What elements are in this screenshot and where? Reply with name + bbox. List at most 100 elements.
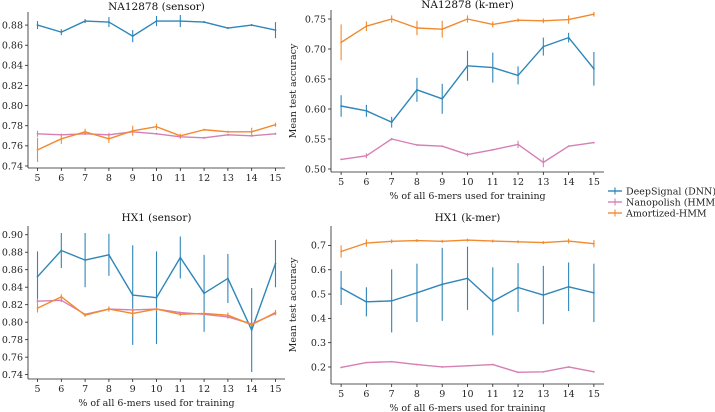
panel-1-series-nanopolish-hmm-point bbox=[226, 133, 229, 136]
panel-2-x-tick-label: 8 bbox=[414, 177, 420, 188]
panel-3-x-tick-label: 9 bbox=[130, 384, 136, 395]
panel-2-series-deepsignal-dnn-point bbox=[416, 88, 418, 91]
panel-1-y-tick-label: 0.76 bbox=[2, 141, 23, 152]
panel-4-series-deepsignal-dnn-point bbox=[592, 291, 595, 294]
panel-2-series-amortized-hmm-point bbox=[390, 18, 393, 20]
panel-1-y-tick-label: 0.74 bbox=[2, 161, 23, 172]
panel-2-x-tick-label: 13 bbox=[537, 177, 549, 188]
panel-3-x-tick-label: 13 bbox=[222, 384, 234, 395]
panel-3-series-amortized-hmm-point bbox=[108, 308, 110, 310]
panel-1-series-deepsignal-dnn-point bbox=[226, 27, 229, 30]
panel-3-series-amortized-hmm-point bbox=[36, 307, 39, 310]
panel-4-series-deepsignal-dnn-point bbox=[340, 287, 343, 289]
panel-1-x-tick-label: 14 bbox=[246, 173, 258, 184]
panel-4-x-tick-label: 8 bbox=[414, 389, 420, 400]
panel-2-y-tick-label: 0.75 bbox=[305, 14, 326, 25]
panel-1-series-amortized-hmm-point bbox=[155, 125, 158, 128]
panel-3-series-amortized-hmm-point bbox=[60, 295, 63, 298]
panel-4-series-nanopolish-hmm-point bbox=[365, 361, 368, 364]
panel-2-series-amortized-hmm-point bbox=[592, 13, 595, 16]
panel-3-y-tick-label: 0.84 bbox=[2, 283, 23, 294]
panel-4-series-nanopolish-hmm-point bbox=[390, 360, 393, 363]
panel-3-series-deepsignal-dnn-point bbox=[84, 259, 87, 261]
panel-2-x-tick-label: 14 bbox=[563, 177, 575, 188]
panel-4-x-tick-label: 7 bbox=[389, 389, 395, 400]
panel-4-series-deepsignal-dnn-point bbox=[517, 286, 519, 289]
panel-2-series-amortized-hmm-point bbox=[441, 28, 444, 31]
panel-4-series-nanopolish-hmm-point bbox=[416, 363, 418, 366]
panel-2-series-deepsignal-dnn-point bbox=[592, 67, 595, 70]
panel-1-series-amortized-hmm-point bbox=[108, 137, 110, 140]
panel-4-series-deepsignal-dnn-point bbox=[365, 300, 368, 303]
panel-1-series-amortized-hmm-point bbox=[179, 134, 182, 137]
panel-3-series-deepsignal-dnn-point bbox=[60, 249, 63, 252]
panel-4-y-tick-label: 0.7 bbox=[311, 241, 326, 252]
panel-4-series-deepsignal-dnn-point bbox=[491, 300, 494, 303]
panel-2-series-deepsignal-dnn-point bbox=[390, 121, 393, 124]
panel-1-series-deepsignal-dnn-point bbox=[60, 31, 63, 34]
panel-4-x-tick-label: 14 bbox=[563, 389, 575, 400]
panel-1-y-tick-label: 0.78 bbox=[2, 121, 23, 132]
panel-3-x-tick-label: 14 bbox=[246, 384, 258, 395]
panel-3-series-deepsignal-dnn-point bbox=[226, 277, 229, 280]
panel-2-series-amortized-hmm-point bbox=[416, 27, 418, 29]
panel-2-series-nanopolish-hmm-line bbox=[341, 138, 594, 164]
panel-2-x-label: % of all 6-mers used for training bbox=[389, 191, 545, 202]
panel-1-x-tick-label: 13 bbox=[222, 173, 234, 184]
panel-3-series-deepsignal-dnn-point bbox=[179, 256, 182, 259]
panel-4-series-nanopolish-hmm-point bbox=[592, 370, 595, 373]
panel-2-series-nanopolish-hmm-point bbox=[491, 148, 494, 151]
panel-4-title: HX1 (k-mer) bbox=[435, 212, 501, 224]
panel-4-series-amortized-hmm-point bbox=[542, 241, 545, 244]
panel-2-series-nanopolish-hmm-point bbox=[340, 158, 343, 161]
panel-3-x-label: % of all 6-mers used for training bbox=[78, 398, 234, 409]
panel-2-series-nanopolish-hmm-point bbox=[416, 144, 418, 146]
panel-3-series-deepsignal-dnn-point bbox=[274, 262, 277, 265]
panel-4-y-tick-label: 0.2 bbox=[311, 362, 326, 373]
panel-2-series-amortized-hmm-point bbox=[466, 18, 469, 20]
panel-2-series-deepsignal-dnn-point bbox=[491, 66, 494, 69]
panel-4-y-tick-label: 0.5 bbox=[311, 289, 326, 300]
panel-2-series-deepsignal-dnn-point bbox=[365, 109, 368, 112]
panel-2-series-amortized-hmm-point bbox=[340, 41, 343, 44]
panel-2-series-amortized-hmm-point bbox=[567, 18, 570, 21]
panel-3-x-tick-label: 11 bbox=[174, 384, 186, 395]
panel-1-series-amortized-hmm-point bbox=[36, 148, 39, 151]
panel-3-x-tick-label: 5 bbox=[34, 384, 40, 395]
panel-2-series-amortized-hmm-point bbox=[491, 23, 494, 26]
panel-4-x-tick-label: 12 bbox=[512, 389, 524, 400]
panel-1-y-tick-label: 0.88 bbox=[2, 20, 23, 31]
panel-4-series-deepsignal-dnn-point bbox=[441, 283, 444, 286]
panel-3-series-deepsignal-dnn-point bbox=[250, 329, 253, 331]
panel-3-x-tick-label: 8 bbox=[106, 384, 112, 395]
panel-2-series-amortized-hmm-point bbox=[542, 19, 545, 22]
panel-2-x-tick-label: 12 bbox=[512, 177, 524, 188]
panel-1-title: NA12878 (sensor) bbox=[108, 1, 205, 13]
panel-1-x-tick-label: 9 bbox=[130, 173, 136, 184]
panel-2-series-nanopolish-hmm-point bbox=[517, 143, 519, 146]
panel-4-series-amortized-hmm-point bbox=[567, 240, 570, 242]
panel-4-series-amortized-hmm-point bbox=[365, 242, 368, 244]
panel-1-x-tick-label: 8 bbox=[106, 173, 112, 184]
panel-1-x-tick-label: 11 bbox=[174, 173, 186, 184]
panel-1-series-deepsignal-dnn-point bbox=[155, 20, 158, 22]
panel-3-y-tick-label: 0.76 bbox=[2, 352, 23, 363]
panel-4-series-nanopolish-hmm-point bbox=[340, 366, 343, 369]
panel-2-x-tick-label: 6 bbox=[363, 177, 369, 188]
panel-4-series-amortized-hmm-point bbox=[441, 240, 444, 243]
panel-3-series-amortized-hmm-point bbox=[274, 311, 277, 314]
panel-1-series-deepsignal-dnn-point bbox=[274, 29, 277, 32]
panel-2-x-tick-label: 15 bbox=[588, 177, 600, 188]
panel-1-y-tick-label: 0.82 bbox=[2, 81, 23, 92]
panel-1-series-nanopolish-hmm-point bbox=[36, 132, 39, 135]
panel-1-series-deepsignal-dnn-point bbox=[179, 20, 182, 22]
panel-1-series-deepsignal-dnn-point bbox=[84, 20, 87, 22]
panel-3-y-tick-label: 0.82 bbox=[2, 300, 23, 311]
panel-3-x-tick-label: 7 bbox=[82, 384, 88, 395]
panel-4-series-amortized-hmm-point bbox=[517, 240, 519, 243]
panel-2-series-amortized-hmm-point bbox=[365, 25, 368, 28]
panel-3-x-tick-label: 15 bbox=[269, 384, 281, 395]
panel-4-series-nanopolish-hmm-point bbox=[491, 363, 494, 366]
panel-4-x-tick-label: 15 bbox=[588, 389, 600, 400]
